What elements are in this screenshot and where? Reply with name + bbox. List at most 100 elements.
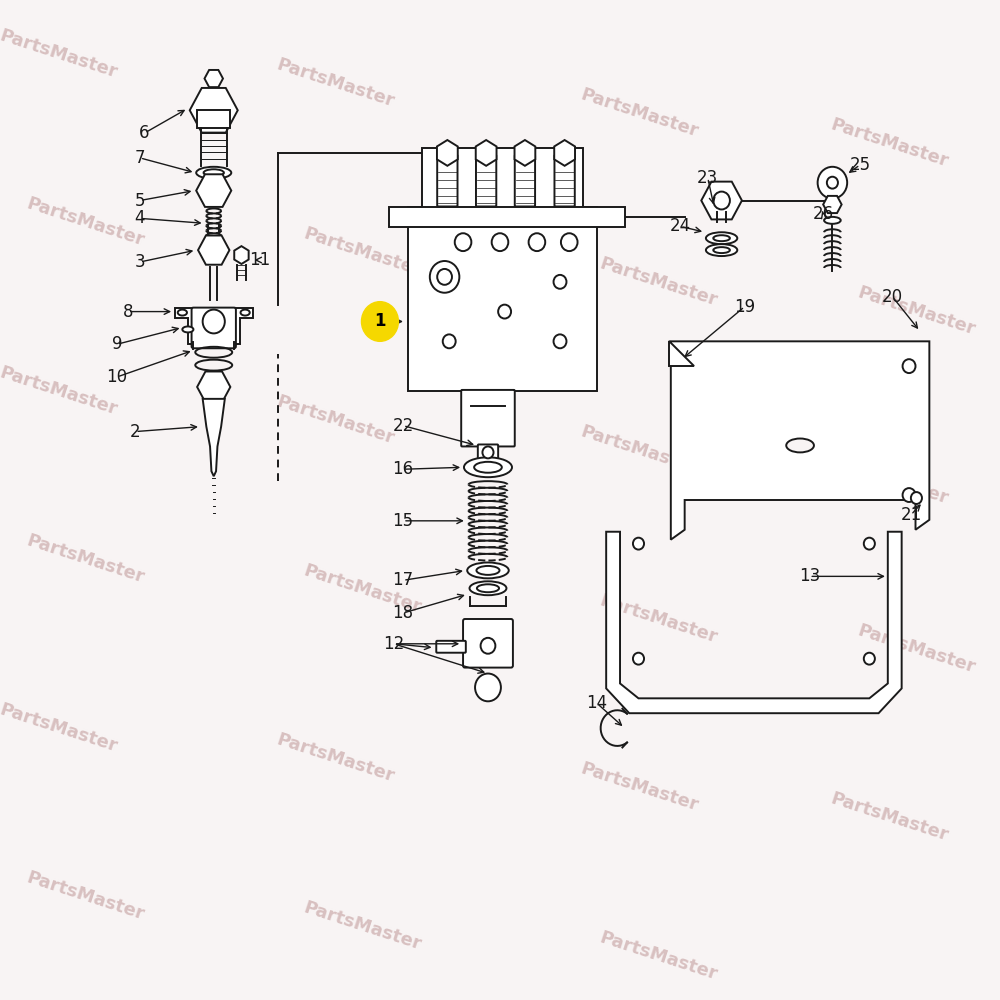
Text: 11: 11 (249, 251, 271, 269)
Circle shape (498, 305, 511, 319)
Circle shape (482, 446, 494, 458)
Text: PartsMaster: PartsMaster (855, 621, 978, 676)
Text: 6: 6 (139, 124, 150, 142)
Circle shape (713, 192, 730, 209)
Circle shape (492, 233, 508, 251)
Text: 7: 7 (135, 149, 145, 167)
Circle shape (529, 233, 545, 251)
Ellipse shape (706, 244, 737, 256)
Text: PartsMaster: PartsMaster (828, 453, 950, 508)
Polygon shape (671, 341, 929, 540)
Text: PartsMaster: PartsMaster (828, 115, 950, 171)
Polygon shape (175, 308, 253, 344)
Circle shape (455, 233, 471, 251)
Text: PartsMaster: PartsMaster (855, 284, 978, 339)
Ellipse shape (204, 169, 224, 176)
FancyBboxPatch shape (436, 641, 466, 653)
Circle shape (554, 275, 566, 289)
Text: 16: 16 (392, 460, 414, 478)
Circle shape (818, 167, 847, 199)
Ellipse shape (241, 310, 250, 316)
FancyBboxPatch shape (463, 619, 513, 668)
Text: 4: 4 (135, 209, 145, 227)
Circle shape (827, 177, 838, 189)
Polygon shape (389, 207, 625, 227)
Circle shape (911, 492, 922, 504)
Circle shape (430, 261, 459, 293)
Text: PartsMaster: PartsMaster (274, 393, 396, 448)
Text: PartsMaster: PartsMaster (578, 423, 701, 478)
FancyBboxPatch shape (437, 155, 458, 206)
Text: PartsMaster: PartsMaster (578, 760, 701, 815)
Ellipse shape (464, 457, 512, 477)
Text: PartsMaster: PartsMaster (578, 86, 701, 141)
Circle shape (864, 538, 875, 550)
Text: PartsMaster: PartsMaster (828, 790, 950, 845)
Text: PartsMaster: PartsMaster (0, 701, 119, 756)
FancyBboxPatch shape (461, 390, 515, 446)
Text: 15: 15 (392, 512, 414, 530)
Text: PartsMaster: PartsMaster (24, 869, 147, 924)
Text: PartsMaster: PartsMaster (24, 532, 147, 587)
Ellipse shape (474, 462, 502, 473)
Text: 24: 24 (669, 217, 691, 235)
Circle shape (203, 310, 225, 333)
Circle shape (903, 488, 916, 502)
Polygon shape (669, 341, 694, 366)
Text: 18: 18 (392, 604, 414, 622)
Circle shape (481, 638, 495, 654)
Text: 5: 5 (135, 192, 145, 210)
Circle shape (633, 538, 644, 550)
Ellipse shape (467, 562, 509, 578)
Circle shape (437, 269, 452, 285)
Text: 10: 10 (106, 368, 127, 386)
Text: 21: 21 (900, 506, 922, 524)
Text: 13: 13 (799, 567, 820, 585)
Ellipse shape (786, 439, 814, 452)
Ellipse shape (196, 167, 231, 179)
Text: PartsMaster: PartsMaster (301, 562, 424, 617)
Text: PartsMaster: PartsMaster (274, 56, 396, 111)
Circle shape (903, 359, 916, 373)
FancyBboxPatch shape (192, 308, 236, 348)
Text: PartsMaster: PartsMaster (597, 591, 719, 647)
Circle shape (554, 334, 566, 348)
Ellipse shape (476, 566, 500, 575)
Text: PartsMaster: PartsMaster (274, 730, 396, 785)
Text: PartsMaster: PartsMaster (597, 254, 719, 309)
Text: 17: 17 (392, 571, 414, 589)
Circle shape (633, 653, 644, 665)
FancyBboxPatch shape (554, 155, 575, 206)
Ellipse shape (824, 217, 841, 224)
Circle shape (561, 233, 578, 251)
Text: PartsMaster: PartsMaster (0, 363, 119, 418)
Circle shape (443, 275, 456, 289)
Ellipse shape (178, 310, 187, 316)
Circle shape (361, 302, 398, 341)
Polygon shape (408, 148, 597, 391)
FancyBboxPatch shape (478, 444, 498, 460)
Circle shape (475, 674, 501, 701)
Circle shape (443, 334, 456, 348)
Text: PartsMaster: PartsMaster (0, 26, 119, 81)
Text: 20: 20 (882, 288, 903, 306)
Text: 2: 2 (130, 423, 141, 441)
Text: PartsMaster: PartsMaster (301, 225, 424, 280)
Text: 22: 22 (392, 417, 414, 435)
Ellipse shape (713, 247, 730, 253)
Text: PartsMaster: PartsMaster (24, 195, 147, 250)
Circle shape (864, 653, 875, 665)
Text: 8: 8 (123, 303, 133, 321)
Text: 23: 23 (697, 169, 718, 187)
Ellipse shape (477, 584, 499, 592)
Ellipse shape (470, 581, 506, 595)
Text: 26: 26 (813, 205, 834, 223)
Text: PartsMaster: PartsMaster (301, 899, 424, 954)
Text: 9: 9 (112, 335, 122, 353)
Text: 12: 12 (383, 635, 404, 653)
Text: 1: 1 (374, 312, 386, 330)
Polygon shape (606, 532, 902, 713)
Text: 3: 3 (135, 253, 145, 271)
Text: 14: 14 (586, 694, 608, 712)
FancyBboxPatch shape (476, 155, 496, 206)
